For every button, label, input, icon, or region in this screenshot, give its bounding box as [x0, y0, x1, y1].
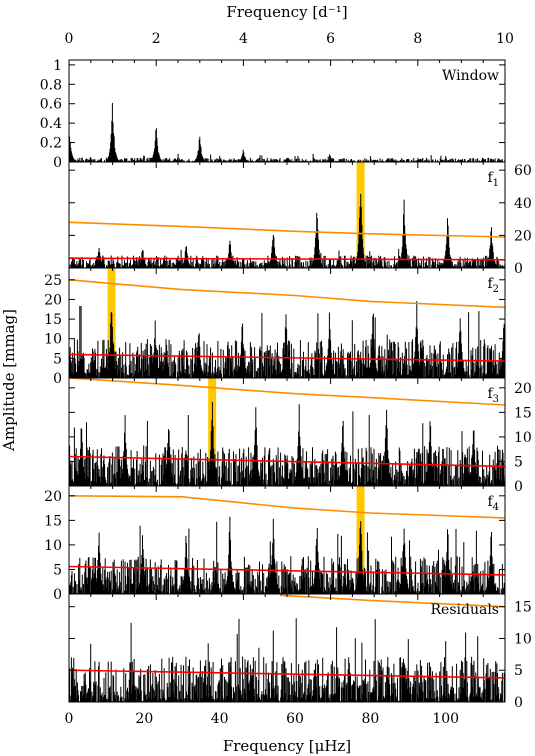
- y-tick-label: 15: [514, 405, 532, 421]
- significance-threshold-line: [68, 495, 506, 519]
- y-tick-label: 0: [514, 479, 523, 495]
- y-tick-label: 0: [514, 695, 523, 711]
- y-tick-label: 15: [44, 312, 62, 328]
- significance-threshold-line: [279, 594, 506, 608]
- y-axis-title: Amplitude [mmag]: [0, 309, 18, 452]
- y-tick-label: 20: [44, 489, 62, 505]
- y-tick-label: 0: [514, 261, 523, 277]
- panel-label: f4: [487, 494, 499, 513]
- noise-level-line: [68, 455, 506, 468]
- bottom-tick-label: 80: [361, 711, 379, 727]
- panel-f3: 0 5 10 15 20 f3: [68, 377, 532, 495]
- amplitude-spectrum: [68, 301, 506, 378]
- panel-residuals: 0 5 10 15 Residuals: [68, 593, 532, 711]
- y-tick-label: 0: [53, 371, 62, 387]
- y-tick-label: 0.4: [40, 116, 62, 132]
- amplitude-spectrum: [68, 102, 506, 162]
- y-tick-label: 0.8: [40, 77, 62, 93]
- panel-f2: 0 5 10 15 20 25 f2: [44, 267, 506, 387]
- y-tick-label: 5: [53, 351, 62, 367]
- y-tick-label: 0.2: [40, 136, 62, 152]
- y-tick-label: 10: [514, 631, 532, 647]
- y-tick-label: 1: [53, 58, 62, 74]
- panel-label: Window: [442, 68, 499, 84]
- significance-threshold-line: [68, 279, 506, 309]
- y-tick-label: 5: [514, 454, 523, 470]
- bottom-tick-label: 60: [286, 711, 304, 727]
- y-tick-label: 20: [44, 292, 62, 308]
- y-tick-label: 0.6: [40, 97, 62, 113]
- noise-level-line: [68, 669, 506, 679]
- amplitude-spectrum: [68, 401, 506, 486]
- bottom-tick-label: 100: [432, 711, 459, 727]
- top-tick-label: 2: [152, 31, 161, 47]
- significance-threshold-line: [68, 377, 506, 406]
- top-axis-title: Frequency [d⁻¹]: [226, 3, 347, 21]
- top-tick-label: 10: [496, 31, 514, 47]
- y-tick-label: 40: [514, 196, 532, 212]
- panel-window: 0 0.2 0.4 0.6 0.8 1 Window: [40, 58, 506, 171]
- y-tick-label: 25: [44, 273, 62, 289]
- top-tick-label: 0: [65, 31, 74, 47]
- top-tick-label: 8: [413, 31, 422, 47]
- bottom-tick-label: 0: [65, 711, 74, 727]
- panel-frame: [68, 59, 506, 163]
- y-tick-label: 15: [514, 600, 532, 616]
- y-tick-label: 60: [514, 163, 532, 179]
- panel-f1: 0 20 40 60 f1: [68, 161, 532, 277]
- significance-threshold-line: [68, 221, 506, 238]
- noise-level-line: [68, 353, 506, 362]
- y-tick-label: 5: [514, 663, 523, 679]
- panel-frame: [68, 161, 506, 269]
- panel-label: f2: [487, 276, 499, 295]
- amplitude-spectrum: [68, 516, 506, 594]
- bottom-tick-label: 20: [135, 711, 153, 727]
- panels-group: 0 2 4 6 8 100 20 40 60 80 10000.20.40.60.81Window0…: [40, 31, 532, 727]
- y-tick-label: 0: [53, 155, 62, 171]
- y-tick-label: 10: [44, 538, 62, 554]
- top-tick-label: 6: [326, 31, 335, 47]
- top-tick-label: 4: [239, 31, 248, 47]
- y-tick-label: 20: [514, 228, 532, 244]
- panel-label: f3: [487, 386, 499, 405]
- bottom-axis-title: Frequency [μHz]: [223, 737, 351, 755]
- y-tick-label: 10: [44, 332, 62, 348]
- noise-level-line: [68, 257, 506, 261]
- panel-label: Residuals: [431, 602, 499, 618]
- panel-f4: 0 5 10 15 20 f4: [44, 485, 506, 603]
- noise-level-line: [68, 565, 506, 576]
- y-tick-label: 5: [53, 562, 62, 578]
- y-tick-label: 15: [44, 513, 62, 529]
- y-tick-label: 0: [53, 587, 62, 603]
- y-tick-label: 20: [514, 381, 532, 397]
- panel-label: f1: [487, 170, 499, 189]
- y-tick-label: 10: [514, 430, 532, 446]
- bottom-tick-label: 40: [211, 711, 229, 727]
- amplitude-spectrum: [68, 618, 506, 702]
